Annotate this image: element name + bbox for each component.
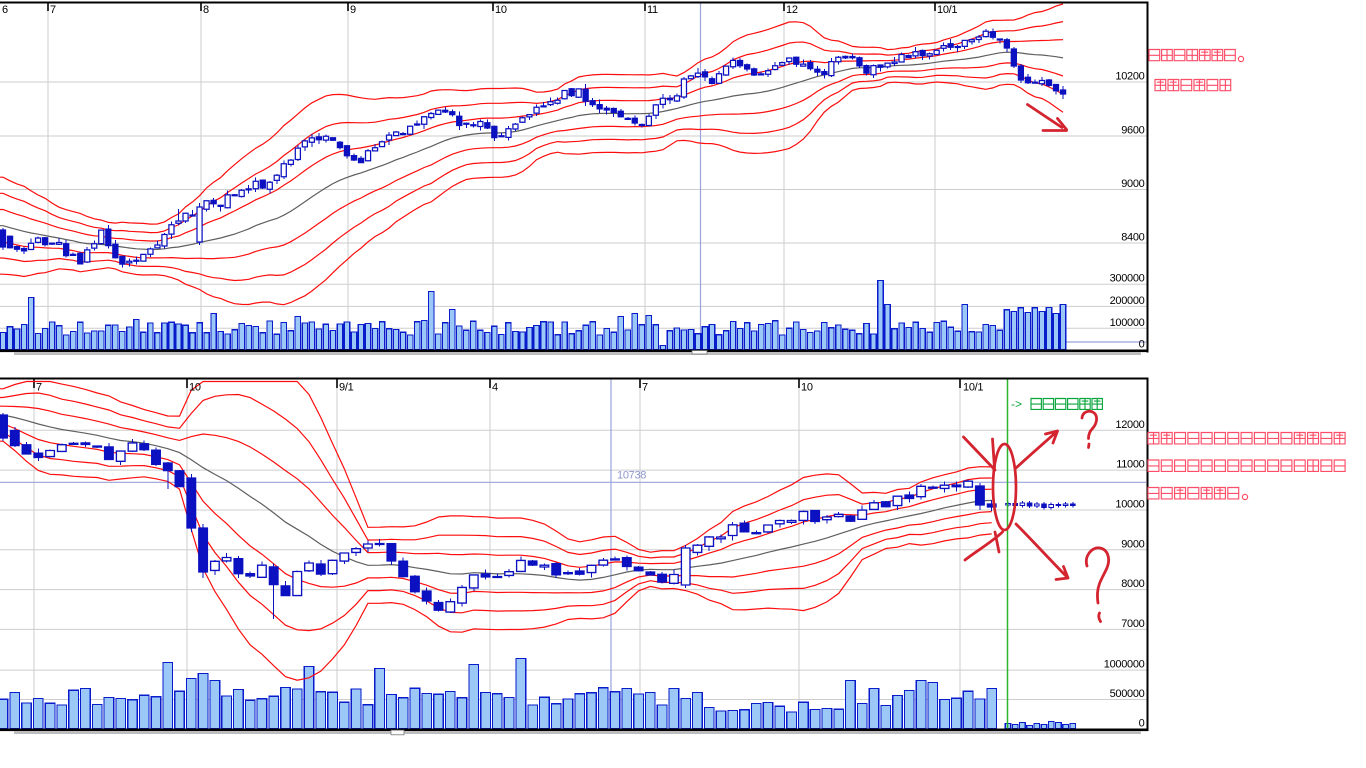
svg-text:12: 12 — [786, 4, 798, 16]
svg-text:->: -> — [1011, 397, 1022, 411]
svg-text:300000: 300000 — [1110, 273, 1145, 285]
svg-text:200000: 200000 — [1110, 295, 1145, 307]
svg-text:9000: 9000 — [1121, 178, 1144, 190]
svg-text:10: 10 — [495, 4, 507, 16]
svg-text:10738: 10738 — [617, 470, 646, 482]
svg-text:12000: 12000 — [1115, 419, 1144, 431]
svg-text:10: 10 — [189, 382, 201, 394]
svg-text:1000000: 1000000 — [1104, 659, 1145, 671]
svg-text:500000: 500000 — [1110, 688, 1145, 700]
svg-text:9000: 9000 — [1121, 538, 1144, 550]
svg-text:10/1: 10/1 — [937, 4, 957, 16]
svg-text:7: 7 — [642, 382, 648, 394]
svg-text:0: 0 — [1139, 339, 1145, 351]
svg-text:7000: 7000 — [1121, 618, 1144, 630]
svg-text:6: 6 — [2, 4, 8, 16]
svg-text:11: 11 — [647, 4, 658, 16]
svg-text:9/1: 9/1 — [339, 382, 354, 394]
svg-text:9600: 9600 — [1121, 125, 1144, 137]
svg-text:8: 8 — [203, 4, 209, 16]
svg-text:4: 4 — [492, 382, 498, 394]
svg-text:10000: 10000 — [1115, 499, 1144, 511]
svg-text:9: 9 — [350, 4, 356, 16]
svg-text:7: 7 — [36, 382, 42, 394]
svg-text:10: 10 — [801, 382, 813, 394]
svg-text:8000: 8000 — [1121, 578, 1144, 590]
svg-text:11000: 11000 — [1116, 459, 1144, 471]
svg-text:7: 7 — [50, 4, 56, 16]
svg-text:8400: 8400 — [1121, 232, 1144, 244]
svg-text:100000: 100000 — [1110, 317, 1145, 329]
svg-text:10200: 10200 — [1115, 71, 1144, 83]
svg-text:10/1: 10/1 — [963, 382, 983, 394]
svg-text:0: 0 — [1139, 718, 1145, 730]
